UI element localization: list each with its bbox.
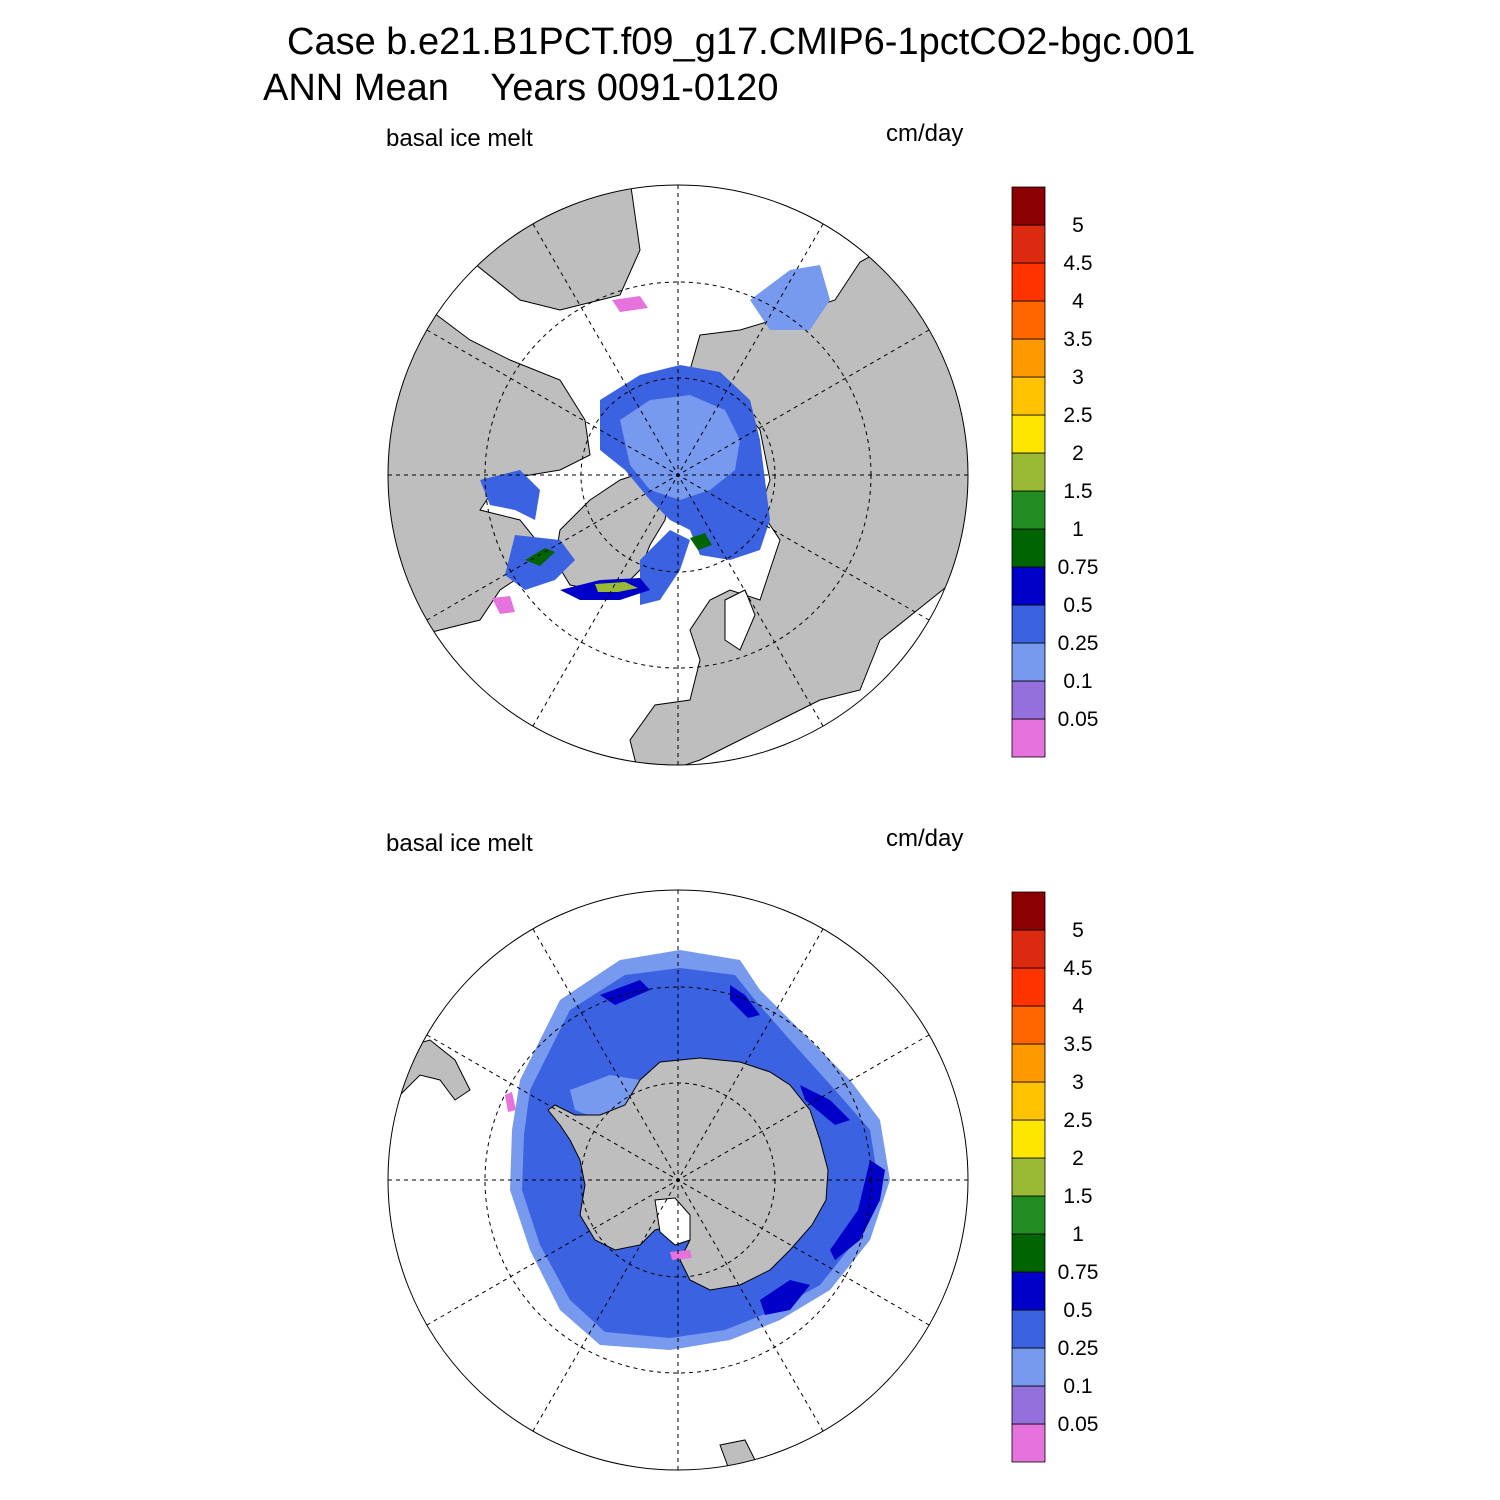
south-colorbar-tick-label: 2 [1072,1147,1084,1170]
south-melt-high-indian [800,1085,850,1125]
north-colorbar-swatch [1011,604,1046,644]
south-colorbar-swatch [1011,1233,1046,1273]
north-colorbar-swatch [1011,186,1046,226]
north-colorbar-tick-label: 5 [1072,214,1084,237]
north-melt-baffin-bay [480,470,540,520]
north-colorbar-swatch [1011,376,1046,416]
north-melt-newfoundland-fringe [492,596,515,614]
south-colorbar-swatch [1011,1005,1046,1045]
north-colorbar-swatch [1011,490,1046,530]
figure-title-period: ANN Mean Years 0091-0120 [263,67,779,109]
south-map-border [387,889,969,1471]
south-colorbar-swatch [1011,1347,1046,1387]
south-colorbar-tick-label: 3.5 [1063,1033,1092,1056]
north-colorbar: 0.05 0.1 0.25 0.5 0.75 1 1.5 2 2.5 3 3.5 4 4.5 5 [1011,186,1099,758]
north-colorbar-swatch [1011,528,1046,568]
south-colorbar-swatch [1011,1385,1046,1425]
north-colorbar-swatch [1011,718,1046,758]
north-map-border [387,184,969,766]
north-melt-labrador-band [525,548,555,566]
south-colorbar-swatch [1011,929,1046,969]
north-melt-greenland-peak [595,582,638,592]
south-colorbar-swatch [1011,1271,1046,1311]
north-colorbar-tick-label: 0.05 [1058,708,1099,731]
north-variable-label: basal ice melt [386,125,533,152]
south-melt-fringe-ross [670,1250,692,1260]
south-variable-label: basal ice melt [386,830,533,857]
south-melt-high-pacific-east [830,1160,885,1260]
south-colorbar-swatch [1011,1195,1046,1235]
north-melt-arctic-inner [620,395,740,500]
south-colorbar-swatch [1011,1157,1046,1197]
north-colorbar-tick-label: 0.1 [1063,670,1092,693]
north-colorbar-tick-label: 0.5 [1063,594,1092,617]
south-colorbar-tick-label: 4.5 [1063,957,1092,980]
north-graticule [388,185,968,765]
south-colorbar-swatch [1011,1081,1046,1121]
south-land-antarctica [547,1057,829,1291]
north-polar-map [387,184,969,766]
south-colorbar-tick-label: 0.1 [1063,1375,1092,1398]
north-colorbar-swatch [1011,262,1046,302]
south-colorbar-tick-label: 0.75 [1058,1261,1099,1284]
north-colorbar-swatch [1011,414,1046,454]
north-colorbar-swatch [1011,300,1046,340]
south-colorbar-tick-label: 2.5 [1063,1109,1092,1132]
north-colorbar-tick-label: 0.75 [1058,556,1099,579]
south-colorbar-tick-label: 3 [1072,1071,1084,1094]
north-units-label: cm/day [886,120,964,147]
south-colorbar: 0.05 0.1 0.25 0.5 0.75 1 1.5 2 2.5 3 3.5 4 4.5 5 [1011,891,1099,1463]
south-colorbar-tick-label: 1 [1072,1223,1084,1246]
south-colorbar-tick-label: 5 [1072,919,1084,942]
north-colorbar-tick-label: 2 [1072,442,1084,465]
north-colorbar-swatch [1011,224,1046,264]
south-colorbar-swatch [1011,1119,1046,1159]
south-ocean-ross-shelf [654,1197,691,1246]
north-colorbar-tick-label: 3 [1072,366,1084,389]
north-colorbar-tick-label: 1.5 [1063,480,1092,503]
north-colorbar-tick-label: 3.5 [1063,328,1092,351]
south-colorbar-tick-label: 4 [1072,995,1084,1018]
north-colorbar-tick-label: 4 [1072,290,1084,313]
north-melt-bering-fringe [612,296,648,312]
north-colorbar-swatch [1011,642,1046,682]
north-melt-svalbard-band [690,533,712,550]
south-colorbar-swatch [1011,891,1046,931]
north-colorbar-swatch [1011,566,1046,606]
north-melt-okhotsk [750,265,830,330]
north-colorbar-tick-label: 1 [1072,518,1084,541]
north-colorbar-tick-label: 4.5 [1063,252,1092,275]
south-colorbar-swatch [1011,1309,1046,1349]
south-melt-fringe-drake [505,1092,516,1112]
north-colorbar-swatch [1011,338,1046,378]
south-polar-map [387,889,969,1471]
south-graticule [388,890,968,1470]
south-colorbar-tick-label: 0.25 [1058,1337,1099,1360]
north-colorbar-swatch [1011,680,1046,720]
south-melt-high-east [730,985,760,1018]
south-melt-high-ross-edge [760,1280,810,1315]
south-colorbar-swatch [1011,967,1046,1007]
south-colorbar-tick-label: 0.05 [1058,1413,1099,1436]
north-ocean-baltic [724,589,756,651]
south-colorbar-swatch [1011,1423,1046,1463]
north-colorbar-tick-label: 2.5 [1063,404,1092,427]
figure-title-case: Case b.e21.B1PCT.f09_g17.CMIP6-1pctCO2-b… [287,21,1196,63]
north-colorbar-tick-label: 0.25 [1058,632,1099,655]
north-colorbar-swatch [1011,452,1046,492]
south-colorbar-tick-label: 1.5 [1063,1185,1092,1208]
south-units-label: cm/day [886,825,964,852]
south-colorbar-tick-label: 0.5 [1063,1299,1092,1322]
south-colorbar-swatch [1011,1043,1046,1083]
